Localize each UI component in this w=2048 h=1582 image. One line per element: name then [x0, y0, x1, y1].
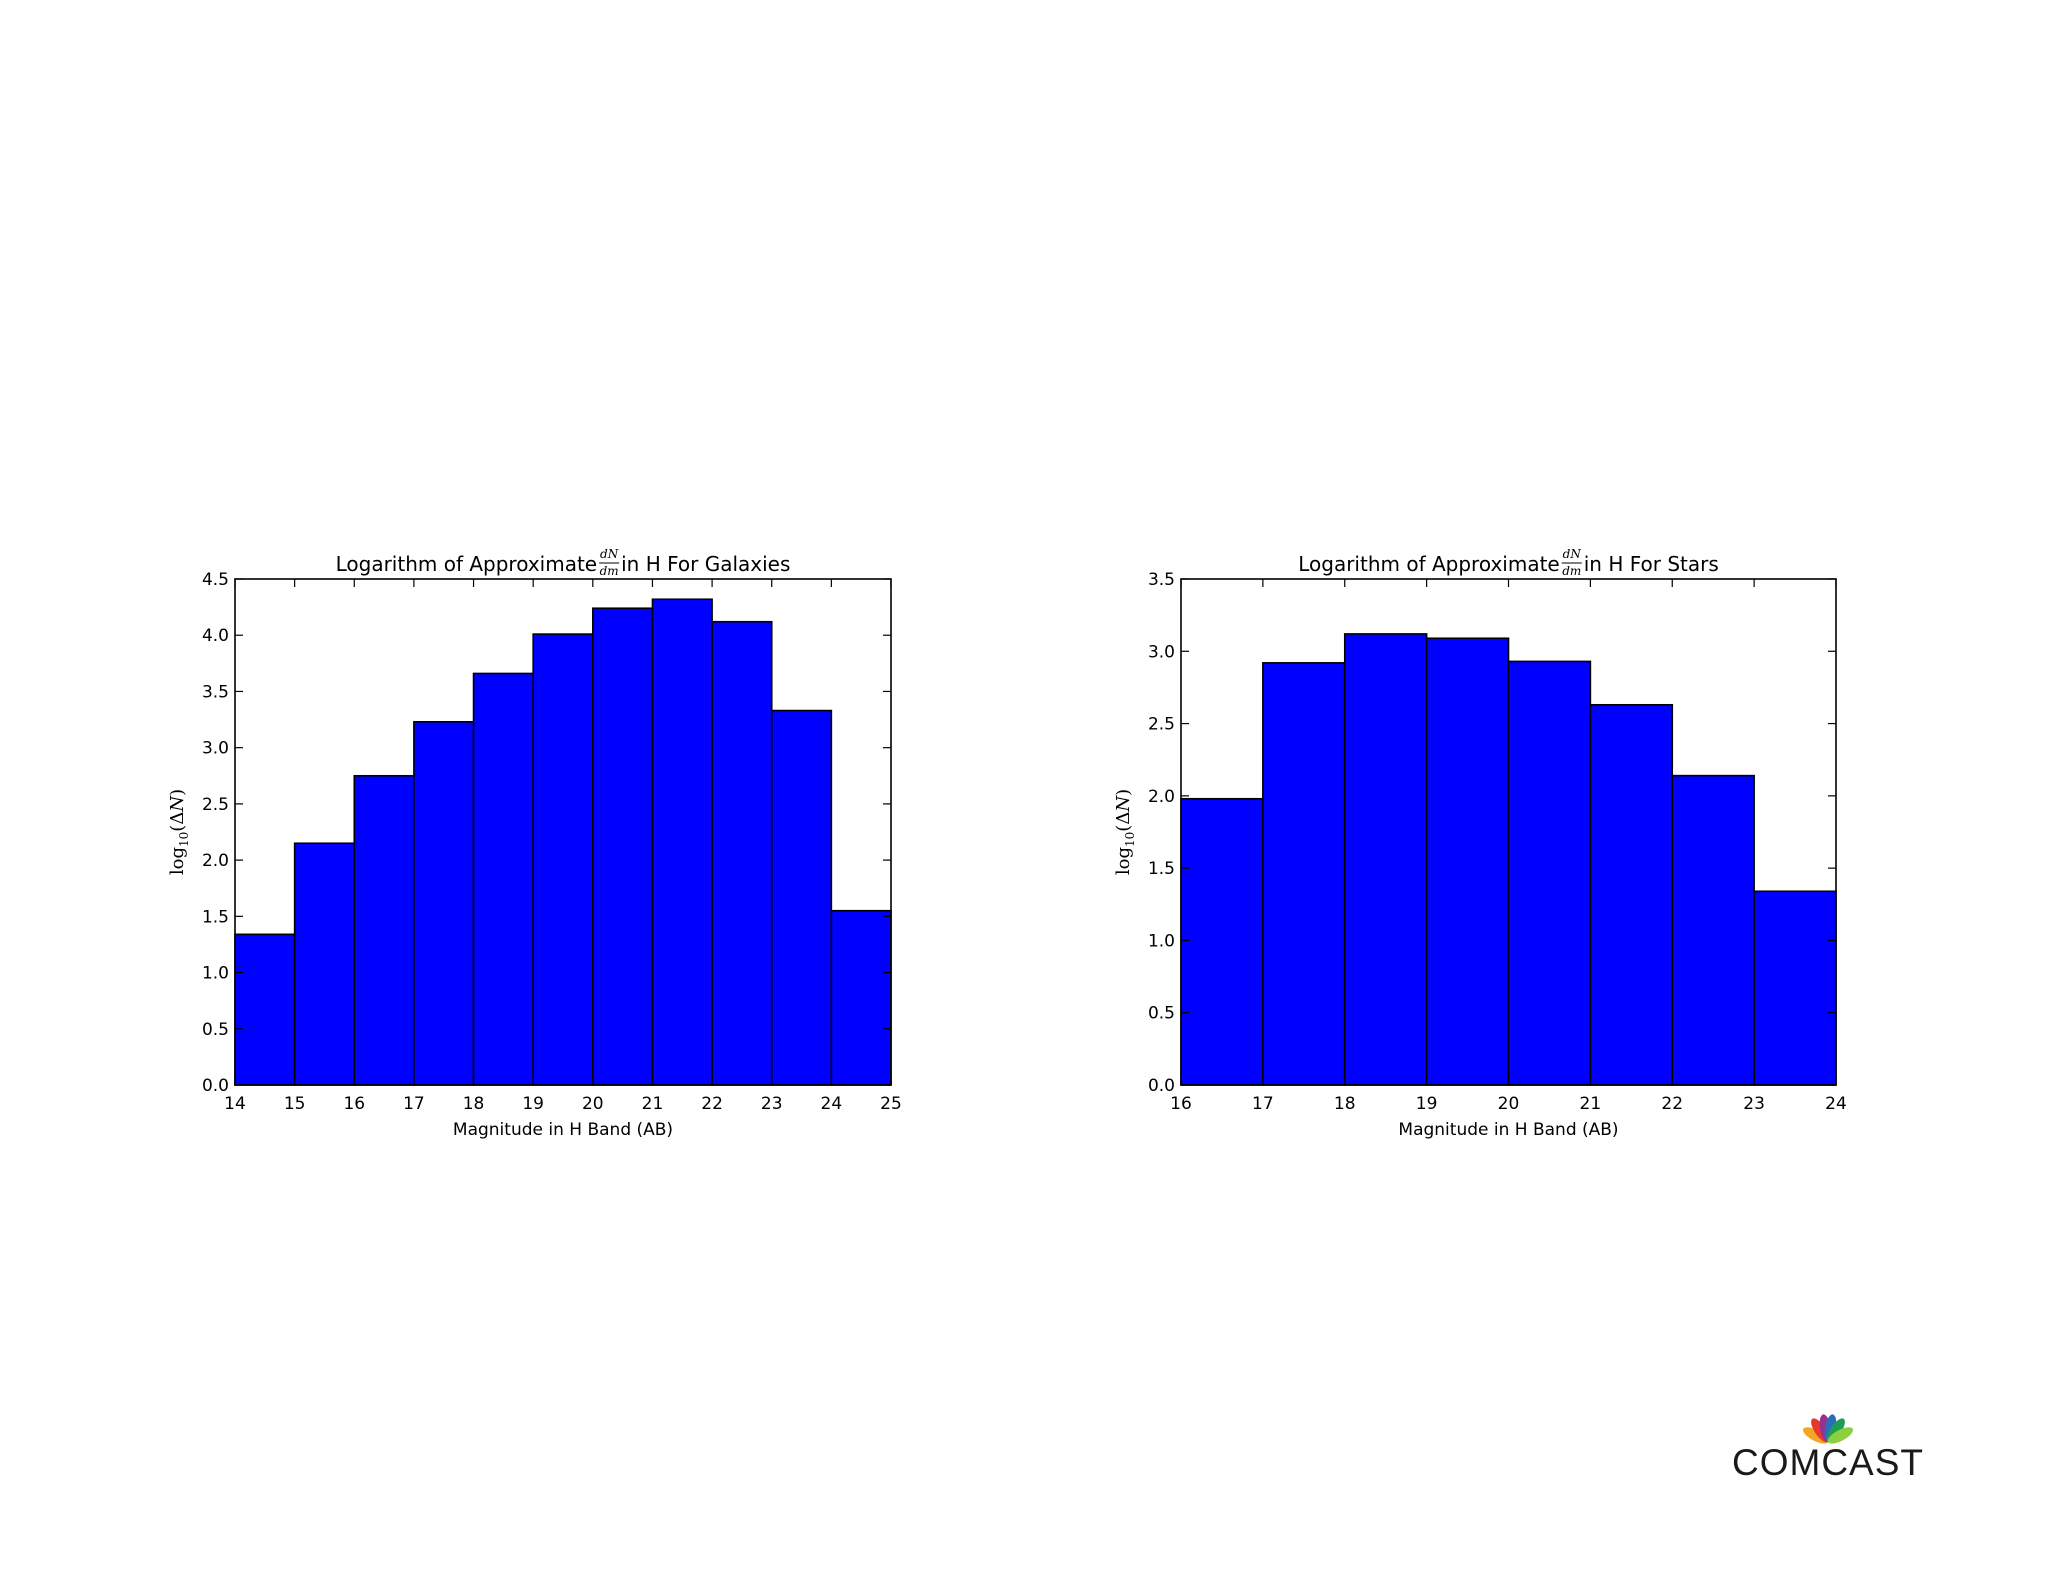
y-tick-label: 2.5 — [1148, 715, 1175, 735]
y-tick-label: 2.0 — [202, 851, 229, 871]
histogram-bar — [472, 672, 534, 1086]
histogram-bar — [1425, 637, 1510, 1086]
x-tick-label: 21 — [642, 1094, 664, 1114]
logo-text: COMCAST — [1732, 1442, 1924, 1483]
histogram-bar — [532, 633, 594, 1086]
histogram-bar — [353, 774, 415, 1086]
y-tick-label: 3.0 — [202, 739, 229, 759]
x-tick-label: 16 — [1170, 1094, 1192, 1114]
title-fraction-numerator: dN — [600, 547, 619, 561]
x-tick-label: 24 — [1825, 1094, 1847, 1114]
chart-title-suffix: in H For Stars — [1584, 552, 1719, 576]
y-tick-label: 3.5 — [202, 682, 229, 702]
x-tick-label: 18 — [1334, 1094, 1356, 1114]
y-tick-label: 2.5 — [202, 795, 229, 815]
x-tick-label: 25 — [880, 1094, 902, 1114]
y-tick-label: 0.5 — [202, 1020, 229, 1040]
histogram-bar — [1343, 633, 1428, 1086]
chart-title: Logarithm of Approximate dN dm in H For S… — [1298, 547, 1719, 578]
histogram-bar — [1671, 774, 1755, 1086]
x-tick-label: 17 — [1252, 1094, 1274, 1114]
histogram-bar — [234, 933, 296, 1086]
y-tick-label: 4.0 — [202, 626, 229, 646]
x-tick-label: 17 — [403, 1094, 425, 1114]
chart-title-prefix: Logarithm of Approximate — [1298, 552, 1560, 576]
chart-title: Logarithm of Approximate dN dm in H For G… — [336, 547, 791, 578]
galaxies-chart: 14 15 16 17 18 19 20 21 22 23 24 25 0.0 0.5 1.0 1.5 2.0 2… — [167, 547, 902, 1140]
x-tick-label: 24 — [821, 1094, 843, 1114]
x-tick-label: 22 — [701, 1094, 723, 1114]
stars-chart: 16 17 18 19 20 21 22 23 24 0.0 0.5 1.0 1.5 2.0 2.5 3.0 3… — [1113, 547, 1847, 1140]
title-fraction-denominator: dm — [1562, 564, 1581, 578]
histogram-bar — [830, 909, 892, 1086]
peacock-feather — [1827, 1427, 1853, 1444]
x-tick-label: 20 — [582, 1094, 604, 1114]
histogram-bar — [1180, 797, 1264, 1086]
y-tick-label: 1.0 — [202, 964, 229, 984]
histogram-bar — [1753, 890, 1837, 1086]
histogram-bar — [770, 709, 833, 1086]
y-tick-label: 3.5 — [1148, 570, 1175, 590]
y-axis-label: log10(ΔN) — [167, 789, 191, 875]
y-tick-label: 1.0 — [1148, 931, 1175, 951]
histogram-bar — [1262, 662, 1346, 1086]
y-tick-label: 0.5 — [1148, 1004, 1175, 1024]
chart-title-prefix: Logarithm of Approximate — [336, 552, 598, 576]
plot-frame — [234, 578, 892, 1086]
histogram-bar — [711, 620, 773, 1086]
x-tick-label: 19 — [522, 1094, 544, 1114]
y-tick-label: 0.0 — [1148, 1076, 1175, 1096]
title-fraction-numerator: dN — [1563, 547, 1582, 561]
x-tick-label: 16 — [343, 1094, 365, 1114]
y-tick-label: 2.0 — [1148, 787, 1175, 807]
y-axis-label: log10(ΔN) — [1113, 789, 1137, 875]
x-tick-label: 22 — [1661, 1094, 1683, 1114]
x-axis-label: Magnitude in H Band (AB) — [1398, 1120, 1618, 1140]
title-fraction-denominator: dm — [600, 564, 619, 578]
x-tick-label: 15 — [284, 1094, 306, 1114]
y-tick-label: 1.5 — [202, 907, 229, 927]
peacock-icon — [1803, 1414, 1853, 1444]
x-tick-label: 21 — [1580, 1094, 1602, 1114]
y-tick-label: 0.0 — [202, 1076, 229, 1096]
histogram-bar — [1589, 703, 1674, 1086]
histogram-bar — [413, 721, 475, 1086]
y-tick-label: 4.5 — [202, 570, 229, 590]
y-tick-label: 1.5 — [1148, 859, 1175, 879]
x-tick-label: 20 — [1498, 1094, 1520, 1114]
chart-title-suffix: in H For Galaxies — [621, 552, 790, 576]
x-axis-label: Magnitude in H Band (AB) — [453, 1120, 673, 1140]
histogram-bar — [651, 598, 713, 1086]
histogram-bar — [592, 607, 654, 1086]
x-tick-label: 19 — [1416, 1094, 1438, 1114]
x-tick-label: 23 — [761, 1094, 783, 1114]
histogram-bar — [293, 842, 356, 1086]
x-tick-label: 14 — [224, 1094, 246, 1114]
histogram-bar — [1507, 660, 1592, 1086]
x-tick-label: 18 — [463, 1094, 485, 1114]
y-tick-label: 3.0 — [1148, 642, 1175, 662]
x-tick-label: 23 — [1743, 1094, 1765, 1114]
comcast-logo: COMCAST — [1728, 1408, 1928, 1483]
